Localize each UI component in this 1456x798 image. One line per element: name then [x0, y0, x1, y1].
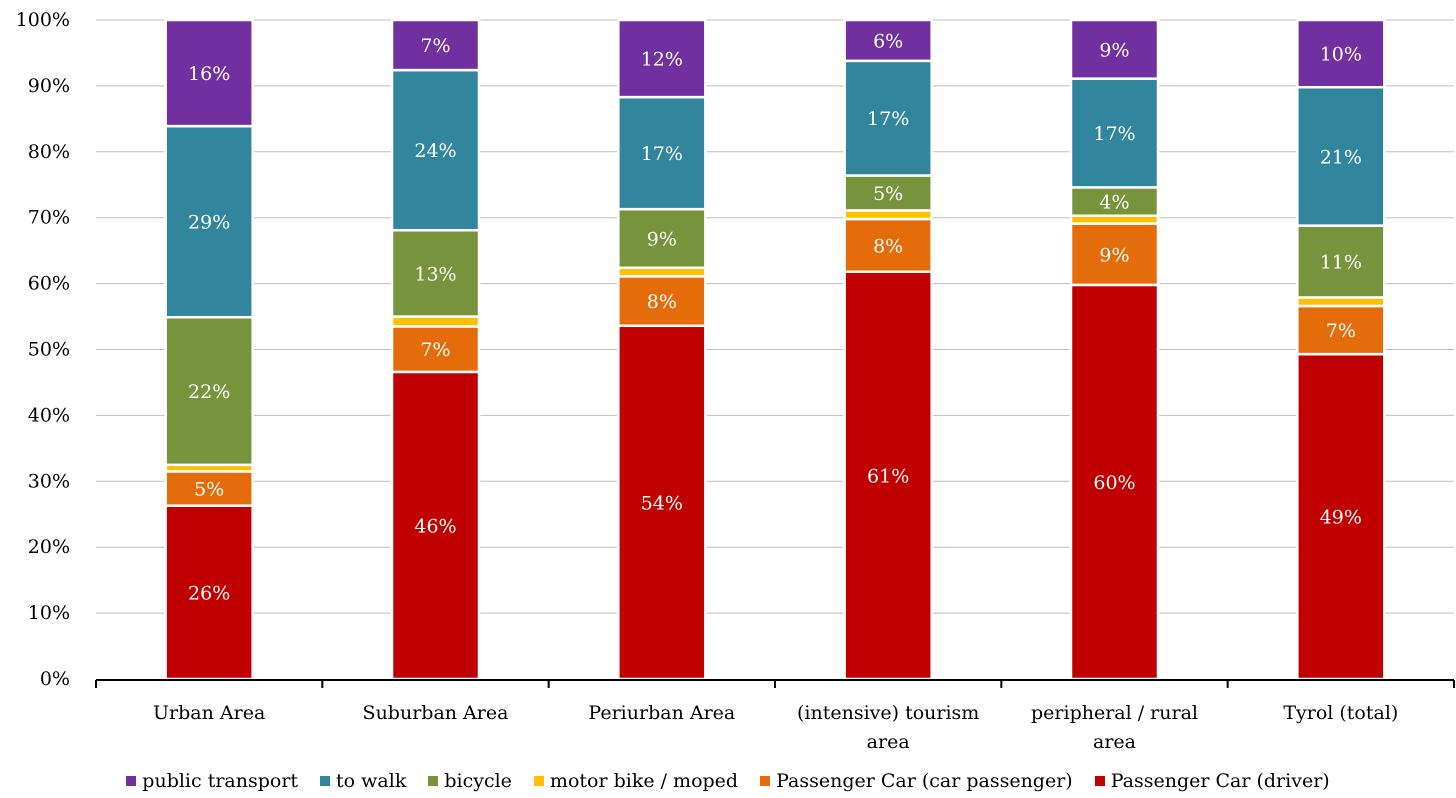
data-label: 8%: [647, 291, 677, 313]
y-tick-label: 10%: [28, 602, 70, 624]
bar-segment: [1069, 222, 1160, 287]
bar-segment: [1069, 18, 1160, 80]
y-tick-label: 30%: [28, 470, 70, 492]
legend-label-to-walk: to walk: [336, 770, 407, 792]
y-tick-label: 90%: [28, 75, 70, 97]
y-tick-label: 40%: [28, 404, 70, 426]
legend-swatch-to-walk: [320, 776, 331, 786]
data-label: 7%: [420, 35, 450, 57]
y-tick-label: 60%: [28, 273, 70, 295]
data-label: 29%: [188, 212, 230, 234]
legend-swatch-car-passenger: [760, 776, 771, 786]
bar-segment: [390, 325, 481, 374]
y-tick-label: 80%: [28, 141, 70, 163]
bar-segment: [164, 315, 254, 467]
y-tick-label: 100%: [16, 9, 70, 31]
category-label: Periurban Area: [588, 702, 735, 724]
bar-segment: [164, 18, 254, 128]
bar-segment: [617, 207, 707, 270]
y-axis: 0% 10% 20% 30% 40% 50% 60% 70% 80% 90% 100%: [16, 9, 70, 690]
bar-segment: [617, 95, 707, 211]
legend-swatch-bicycle: [428, 776, 439, 786]
bar-segment: [1296, 296, 1386, 308]
legend-swatch-public-transport: [126, 776, 137, 786]
data-label: 49%: [1320, 507, 1362, 529]
data-label: 17%: [867, 108, 909, 130]
data-label: 7%: [1326, 320, 1356, 342]
legend-item-bicycle: bicycle: [428, 770, 512, 792]
y-tick-label: 70%: [28, 207, 70, 229]
legend-label-car-driver: Passenger Car (driver): [1110, 770, 1330, 792]
legend-label-car-passenger: Passenger Car (car passenger): [776, 770, 1073, 792]
legend-item-motor-bike: motor bike / moped: [533, 770, 739, 792]
data-label: 6%: [873, 30, 903, 52]
data-label: 5%: [194, 479, 224, 501]
data-label: 9%: [1099, 244, 1129, 266]
bar-segment: [843, 209, 933, 221]
data-label: 60%: [1093, 472, 1135, 494]
legend: public transport to walk bicycle motor b…: [0, 766, 1456, 796]
data-label: 13%: [414, 263, 456, 285]
category-label: (intensive) tourism area: [797, 702, 979, 753]
bar-segment: [843, 59, 933, 177]
bar-segment: [1069, 77, 1160, 189]
bars: 26% 5% 22% 29% 16% 46% 7% 13% 24% 7% 54% 8% 9% 17% 12%…: [164, 18, 1386, 681]
data-label: 61%: [867, 465, 909, 487]
data-label: 46%: [414, 515, 456, 537]
legend-swatch-car-driver: [1094, 776, 1105, 786]
y-tick-label: 50%: [28, 339, 70, 361]
bar-segment: [390, 315, 481, 328]
bar-segment: [1296, 18, 1386, 89]
data-label: 9%: [647, 228, 677, 250]
data-label: 16%: [188, 63, 230, 85]
gridlines: [96, 19, 1454, 614]
y-tick-label: 0%: [40, 668, 70, 690]
bar-segment: [390, 18, 481, 72]
data-label: 12%: [641, 49, 683, 71]
bar-segment: [843, 217, 933, 273]
bar-segment: [1069, 186, 1160, 217]
category-label: Tyrol (total): [1283, 702, 1398, 724]
bar-segment: [617, 266, 707, 278]
bar-segment: [390, 68, 481, 232]
data-label: 22%: [188, 381, 230, 403]
bar-segment: [390, 228, 481, 318]
data-label: 5%: [873, 183, 903, 205]
legend-item-car-driver: Passenger Car (driver): [1094, 770, 1330, 792]
bar-segment: [1296, 85, 1386, 227]
x-axis: Urban Area Suburban Area Periurban Area (in…: [95, 679, 1455, 753]
legend-label-public-transport: public transport: [142, 770, 299, 792]
data-label: 54%: [641, 492, 683, 514]
bar-segment: [617, 18, 707, 99]
stacked-bar-chart: 0%10%20%30%40%50%60%70%80%90%100% 26%5%2…: [16, 9, 1455, 753]
bar-segment: [617, 324, 707, 681]
bar-segment: [843, 18, 933, 63]
category-label: Suburban Area: [363, 702, 509, 724]
data-label: 21%: [1320, 146, 1362, 168]
legend-item-to-walk: to walk: [320, 770, 406, 792]
bar-segment: [617, 275, 707, 328]
bar-segment: [1296, 352, 1386, 681]
category-label: Urban Area: [153, 702, 265, 724]
data-label: 24%: [414, 140, 456, 162]
data-label: 4%: [1099, 192, 1129, 214]
y-tick-label: 20%: [28, 536, 70, 558]
bar-segment: [1296, 304, 1386, 356]
data-label: 26%: [188, 582, 230, 604]
data-label: 10%: [1320, 44, 1362, 66]
data-label: 8%: [873, 235, 903, 257]
legend-item-public-transport: public transport: [126, 770, 298, 792]
legend-label-bicycle: bicycle: [444, 770, 512, 792]
legend-label-motor-bike: motor bike / moped: [549, 770, 739, 792]
data-label: 7%: [420, 339, 450, 361]
bar-segment: [164, 470, 254, 507]
legend-item-car-passenger: Passenger Car (car passenger): [760, 770, 1073, 792]
data-label: 17%: [641, 143, 683, 165]
category-label: peripheral / rural area: [1031, 702, 1198, 753]
data-label: 9%: [1099, 39, 1129, 61]
legend-swatch-motor-bike: [533, 776, 544, 786]
data-label: 17%: [1093, 123, 1135, 145]
data-label: 11%: [1320, 252, 1362, 274]
